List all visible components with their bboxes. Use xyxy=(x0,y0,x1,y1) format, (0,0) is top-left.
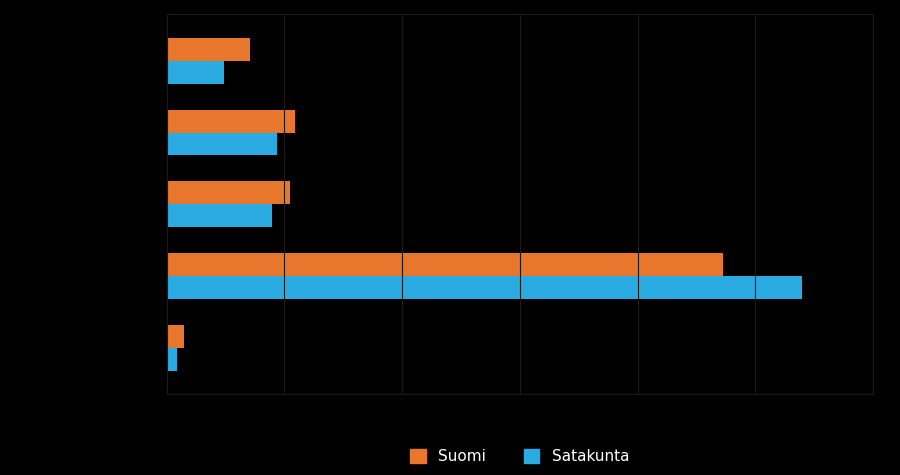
Bar xyxy=(166,204,273,227)
Bar xyxy=(166,253,723,276)
Bar xyxy=(166,38,250,61)
Bar xyxy=(166,110,294,133)
Bar xyxy=(166,348,177,370)
Bar xyxy=(166,325,184,348)
Bar xyxy=(166,276,803,299)
Bar xyxy=(166,133,277,155)
Bar xyxy=(166,181,290,204)
Legend: Suomi, Satakunta: Suomi, Satakunta xyxy=(404,443,635,470)
Bar xyxy=(166,61,224,84)
